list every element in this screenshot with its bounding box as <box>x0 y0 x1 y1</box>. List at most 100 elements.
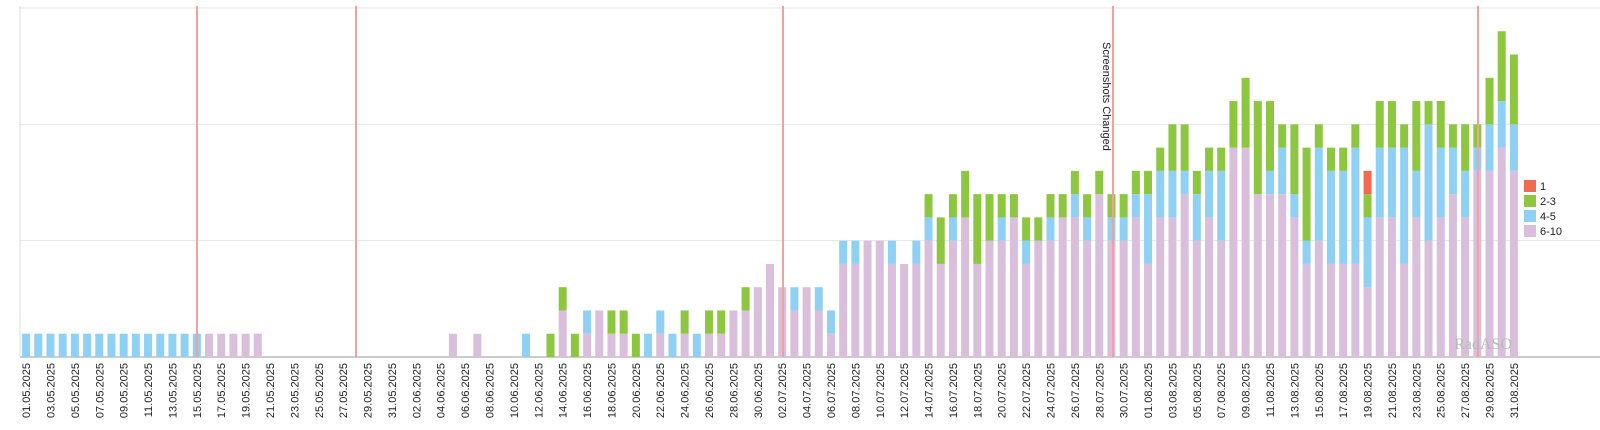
bar-segment <box>1205 147 1214 171</box>
bar-segment <box>1119 240 1128 357</box>
bar-segment <box>1022 263 1031 357</box>
bar-segment <box>229 333 238 357</box>
bar-segment <box>924 217 933 241</box>
bar-segment <box>936 217 945 264</box>
bar-segment <box>1509 170 1518 357</box>
bar-segment <box>1448 194 1457 357</box>
bar-segment <box>1387 217 1396 357</box>
bar-segment <box>46 333 55 357</box>
bar-segment <box>887 263 896 357</box>
x-tick-label: 04.06.2025 <box>436 363 448 418</box>
bar-segment <box>1192 240 1201 357</box>
bar-segment <box>863 240 872 357</box>
x-tick-label: 17.05.2025 <box>216 363 228 418</box>
bar-segment <box>619 333 628 357</box>
x-tick-label: 21.08.2025 <box>1387 363 1399 418</box>
bar-segment <box>1192 170 1201 195</box>
bar-segment <box>1375 147 1384 218</box>
bar-segment <box>1400 147 1409 264</box>
legend-swatch <box>1524 195 1536 207</box>
bar-segment <box>1095 170 1104 195</box>
bar-segment <box>217 333 226 357</box>
bar-segment <box>1326 263 1335 357</box>
bar-segment <box>997 194 1006 218</box>
bar-segment <box>973 194 982 264</box>
bar-segment <box>168 333 177 357</box>
bar-segment <box>570 333 579 357</box>
bar-segment <box>1180 170 1189 195</box>
x-tick-label: 12.06.2025 <box>533 363 545 418</box>
bar-segment <box>766 263 774 357</box>
bar-segment <box>1034 217 1043 241</box>
x-tick-label: 28.07.2025 <box>1094 363 1106 418</box>
bars <box>22 31 1518 357</box>
bar-segment <box>1131 217 1140 357</box>
bar-segment <box>644 333 653 357</box>
bar-segment <box>692 333 701 357</box>
bar-segment <box>144 333 153 357</box>
bar-segment <box>1448 124 1457 148</box>
bar-segment <box>1266 170 1274 195</box>
x-tick-label: 31.05.2025 <box>387 363 399 418</box>
x-tick-label: 26.06.2025 <box>704 363 716 418</box>
bar-segment <box>1363 170 1372 195</box>
bar-segment <box>95 333 104 357</box>
x-tick-label: 11.08.2025 <box>1265 363 1277 417</box>
bar-segment <box>253 333 262 357</box>
bar-segment <box>985 240 994 357</box>
bar-segment <box>1205 217 1214 357</box>
x-tick-label: 15.05.2025 <box>192 363 204 418</box>
bar-segment <box>1485 170 1494 357</box>
bar-segment <box>1131 170 1140 195</box>
bar-segment <box>1241 147 1250 357</box>
bar-segment <box>522 333 531 357</box>
bar-segment <box>1046 194 1055 218</box>
bar-segment <box>1022 240 1031 264</box>
bar-segment <box>961 217 970 357</box>
bar-segment <box>1412 101 1421 171</box>
bar-segment <box>814 310 823 357</box>
bar-segment <box>34 333 43 357</box>
bar-segment <box>802 287 811 357</box>
bar-segment <box>826 333 835 357</box>
x-tick-label: 02.06.2025 <box>411 363 423 418</box>
bar-segment <box>948 194 957 218</box>
bar-segment <box>156 333 165 357</box>
x-tick-label: 23.08.2025 <box>1411 363 1423 418</box>
bar-segment <box>595 310 604 357</box>
bar-segment <box>546 333 555 357</box>
bar-segment <box>1156 217 1165 357</box>
bar-segment <box>839 263 848 357</box>
bar-segment <box>619 310 628 334</box>
bar-segment <box>607 333 616 357</box>
x-tick-label: 14.07.2025 <box>924 363 936 418</box>
x-tick-label: 23.05.2025 <box>289 363 301 418</box>
bar-segment <box>1412 217 1421 357</box>
bar-segment <box>936 263 945 357</box>
bar-segment <box>985 194 994 241</box>
legend-label: 1 <box>1540 181 1546 193</box>
bar-segment <box>900 263 909 357</box>
x-tick-label: 04.07.2025 <box>802 363 814 418</box>
bar-segment <box>851 263 860 357</box>
bar-segment <box>1070 217 1079 357</box>
x-tick-label: 17.08.2025 <box>1338 363 1350 418</box>
bar-segment <box>1144 170 1153 195</box>
bar-segment <box>1485 77 1494 125</box>
x-tick-label: 09.05.2025 <box>119 363 131 418</box>
bar-segment <box>1314 147 1323 241</box>
bar-segment <box>1461 124 1470 171</box>
bar-segment <box>1168 217 1177 357</box>
bar-segment <box>1192 194 1201 241</box>
x-tick-label: 18.07.2025 <box>972 363 984 418</box>
x-tick-label: 06.07.2025 <box>826 363 838 418</box>
x-tick-label: 24.06.2025 <box>680 363 692 418</box>
bar-segment <box>1107 240 1116 357</box>
bar-segment <box>22 333 31 357</box>
bar-segment <box>973 263 982 357</box>
bar-segment <box>1217 240 1226 357</box>
bar-segment <box>1351 147 1360 264</box>
bar-segment <box>1424 240 1433 357</box>
annotation-lines <box>196 6 1479 357</box>
bar-segment <box>1095 194 1104 357</box>
